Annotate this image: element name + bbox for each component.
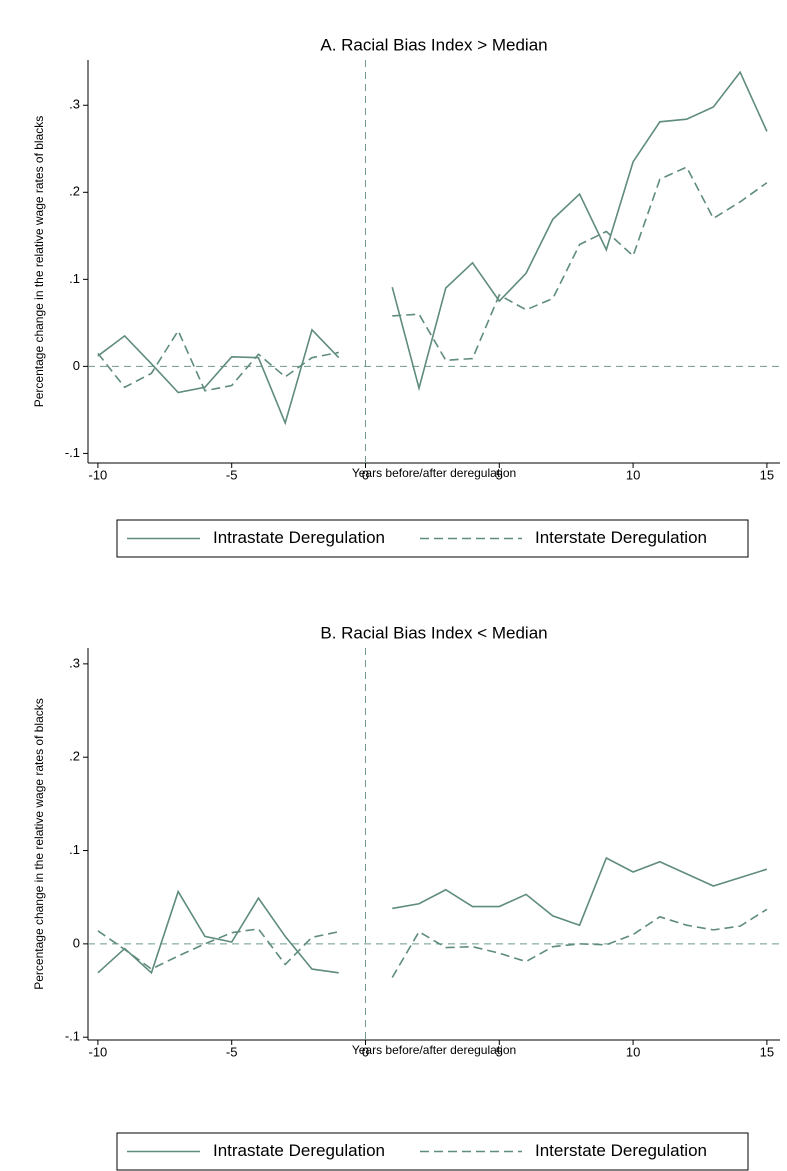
x-tick-label: 5 [496,1044,503,1059]
legend-box [116,519,749,558]
y-tick-label: .1 [69,842,80,857]
x-tick-label: 0 [362,467,369,482]
x-tick-label: 15 [760,467,774,482]
x-tick-label: -5 [226,1044,238,1059]
x-tick-label: 10 [626,467,640,482]
x-axis-label: Years before/after deregulation [352,466,516,480]
y-tick-label: .2 [69,184,80,199]
y-axis-label: Percentage change in the relative wage r… [32,116,46,408]
legend-label: Intrastate Deregulation [213,528,385,547]
x-tick-label: -10 [89,1044,108,1059]
y-tick-label: .1 [69,271,80,286]
legend-box [116,1132,749,1171]
y-tick-label: .2 [69,749,80,764]
y-tick-label: .3 [69,655,80,670]
legend-label: Interstate Deregulation [535,1141,707,1160]
y-tick-label: 0 [73,358,80,373]
legend-label: Intrastate Deregulation [213,1141,385,1160]
x-tick-label: 0 [362,1044,369,1059]
x-tick-label: 5 [496,467,503,482]
y-axis-label: Percentage change in the relative wage r… [32,698,46,990]
y-tick-label: -.1 [65,445,80,460]
x-tick-label: -5 [226,467,238,482]
series-line [97,908,768,978]
legend-label: Interstate Deregulation [535,528,707,547]
chart-title: A. Racial Bias Index > Median [320,35,547,54]
x-tick-label: 15 [760,1044,774,1059]
y-tick-label: .3 [69,97,80,112]
x-axis-label: Years before/after deregulation [352,1043,516,1057]
series-line [97,70,768,426]
series-line [97,166,768,392]
chart-title: B. Racial Bias Index < Median [320,623,547,642]
legend: Intrastate Deregulation Interstate Deregu… [116,519,749,558]
x-tick-label: -10 [89,467,108,482]
x-tick-label: 10 [626,1044,640,1059]
legend: Intrastate Deregulation Interstate Deregu… [116,1132,749,1171]
y-tick-label: -.1 [65,1029,80,1044]
series-line [97,856,768,975]
y-tick-label: 0 [73,935,80,950]
